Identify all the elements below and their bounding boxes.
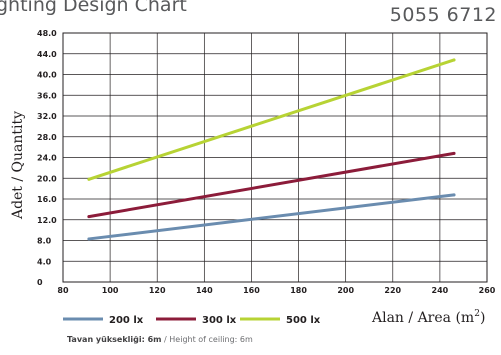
series-line-300-lx: [87, 151, 456, 219]
x-axis-title-superscript: 2: [474, 309, 480, 319]
y-axis-title: Adet / Quantity: [10, 111, 26, 220]
x-tick-label: 240: [432, 286, 449, 295]
x-tick-label: 80: [57, 286, 69, 295]
y-tick-label: 28.0: [37, 133, 57, 142]
x-tick-label: 100: [102, 286, 119, 295]
y-tick-label: 16.0: [37, 195, 57, 204]
y-tick-label: 40.0: [37, 71, 57, 80]
y-tick-label: 24.0: [37, 154, 57, 163]
footnote: Tavan yüksekliği: 6m / Height of ceiling…: [67, 335, 253, 344]
y-tick-label: 8.0: [37, 237, 52, 246]
series-lines: [87, 58, 456, 241]
x-tick-label: 160: [243, 286, 260, 295]
product-code: 5055 6712: [389, 4, 497, 26]
tick-labels: 80 100 120 140 160 180 200 220 240 260 0 4.0 8.0 12.0…: [37, 29, 496, 295]
y-tick-label: 36.0: [37, 91, 57, 100]
data-point: [452, 151, 456, 155]
x-tick-label: 180: [290, 286, 307, 295]
x-axis-title-close: ): [480, 310, 485, 326]
x-tick-label: 260: [479, 286, 496, 295]
data-point: [87, 177, 91, 181]
footnote-ceiling-en: Height of ceiling: 6m: [169, 335, 253, 344]
x-tick-label: 140: [196, 286, 213, 295]
chart-title: ghting Design Chart: [0, 0, 187, 16]
y-tick-label: 4.0: [37, 257, 52, 266]
data-point: [452, 193, 456, 197]
plot-frame: [62, 32, 488, 283]
legend: 200 lx 300 lx 500 lx: [63, 315, 321, 326]
y-tick-label: 20.0: [37, 174, 57, 183]
x-tick-label: 120: [149, 286, 166, 295]
data-point: [87, 215, 91, 219]
y-tick-label: 12.0: [37, 216, 57, 225]
footnote-ceiling-tr: Tavan yüksekliği: 6m: [67, 335, 162, 344]
legend-label: 300 lx: [202, 315, 237, 326]
footnote-separator: /: [161, 335, 170, 344]
series-line-200-lx: [87, 193, 456, 241]
legend-label: 500 lx: [286, 315, 321, 326]
data-point: [87, 237, 91, 241]
x-axis-title: Alan / Area (m2): [371, 309, 485, 326]
y-tick-label: 0: [37, 278, 43, 287]
legend-label: 200 lx: [109, 315, 144, 326]
data-point: [452, 58, 456, 62]
x-axis-title-text: Alan / Area (m: [371, 310, 474, 326]
y-tick-label: 48.0: [37, 29, 57, 38]
y-tick-label: 44.0: [37, 50, 57, 59]
y-tick-label: 32.0: [37, 112, 57, 121]
x-tick-label: 200: [337, 286, 354, 295]
series-line-500-lx: [87, 58, 456, 181]
x-tick-label: 220: [384, 286, 401, 295]
